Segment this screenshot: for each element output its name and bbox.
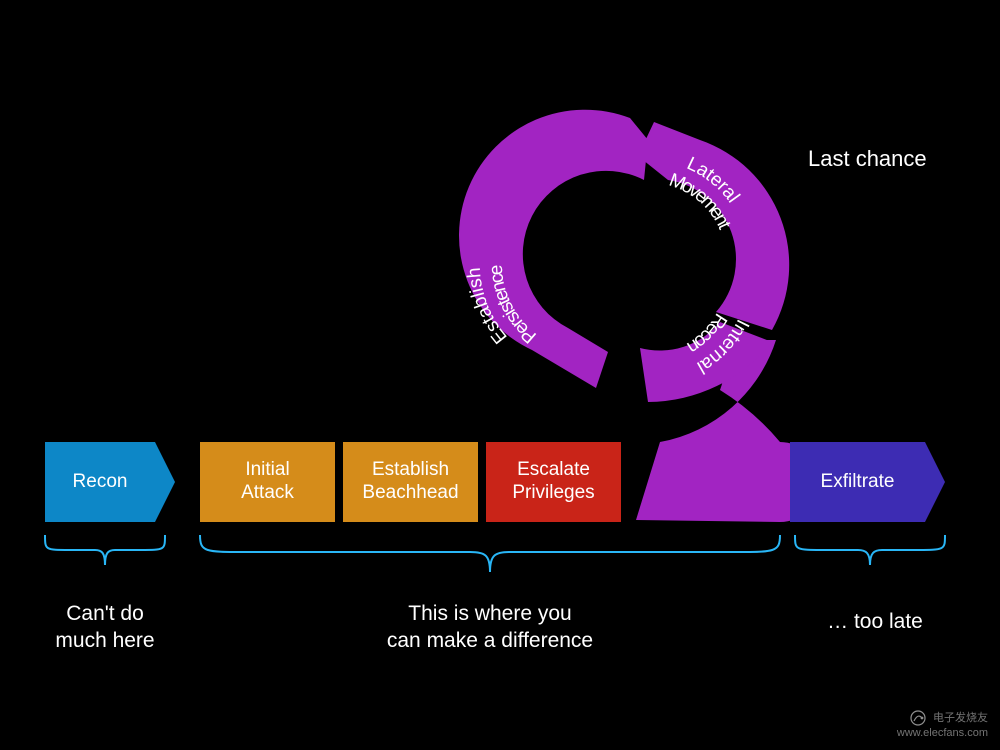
annotation-last-chance: Last chance (808, 146, 927, 172)
stage-escalate-privileges: Escalate Privileges (486, 442, 621, 522)
watermark-brand: 电子发烧友 (933, 712, 988, 724)
watermark-url: www.elecfans.com (897, 726, 988, 740)
brace-middle (195, 530, 785, 585)
stage-escalate-label: Escalate Privileges (512, 459, 594, 505)
cycle-seg-persistence (459, 110, 648, 388)
caption-right: … too late (810, 608, 940, 635)
stage-establish-beachhead: Establish Beachhead (343, 442, 478, 522)
watermark: 电子发烧友 www.elecfans.com (897, 710, 988, 740)
caption-middle: This is where you can make a difference (340, 600, 640, 655)
stage-initial-attack: Initial Attack (200, 442, 335, 522)
stage-recon-label: Recon (73, 471, 128, 494)
stage-exfil-label: Exfiltrate (821, 471, 895, 494)
brace-left (40, 530, 170, 580)
stage-recon: Recon (45, 442, 155, 522)
brace-right (790, 530, 950, 580)
stage-initial-label: Initial Attack (241, 459, 294, 505)
stage-exfiltrate: Exfiltrate (790, 442, 925, 522)
stage-beachhead-label: Establish Beachhead (362, 459, 458, 505)
watermark-icon (910, 710, 926, 726)
caption-left: Can't do much here (30, 600, 180, 655)
